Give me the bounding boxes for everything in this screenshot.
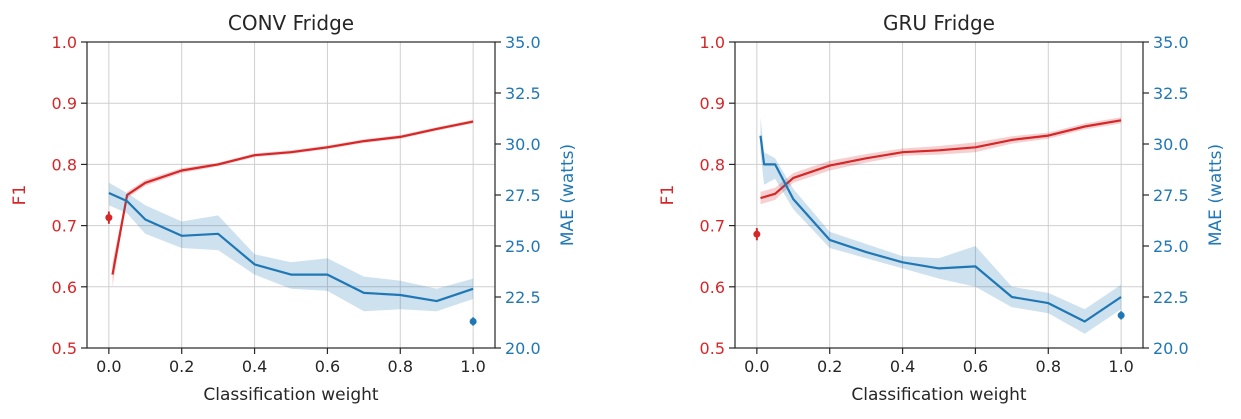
x-tick-label: 0.4 [890, 357, 915, 376]
f1-confidence-band [760, 117, 1122, 205]
x-tick-label: 1.0 [1108, 357, 1133, 376]
x-tick-label: 0.0 [744, 357, 769, 376]
y-left-tick-label: 0.7 [52, 217, 77, 236]
y-right-tick-label: 20.0 [505, 339, 541, 358]
chart-title: CONV Fridge [228, 11, 354, 35]
x-axis-label: Classification weight [203, 385, 379, 405]
y-left-tick-label: 0.6 [700, 278, 725, 297]
x-tick-label: 1.0 [460, 357, 485, 376]
y-left-tick-label: 1.0 [700, 33, 725, 52]
y-left-axis-label: F1 [658, 185, 678, 206]
y-right-tick-label: 20.0 [1153, 339, 1189, 358]
y-right-tick-label: 22.5 [1153, 288, 1189, 307]
y-right-tick-label: 32.5 [505, 84, 541, 103]
y-left-tick-label: 0.9 [700, 94, 725, 113]
y-left-tick-label: 0.8 [52, 155, 77, 174]
y-left-tick-label: 0.5 [700, 339, 725, 358]
x-tick-label: 0.8 [388, 357, 413, 376]
f1-series-line [111, 120, 474, 275]
y-right-tick-label: 30.0 [1153, 135, 1189, 154]
f1-point [105, 214, 113, 222]
x-tick-label: 0.0 [96, 357, 121, 376]
f1-confidence-band [112, 119, 474, 287]
x-tick-label: 0.4 [242, 357, 267, 376]
y-left-tick-label: 0.7 [700, 217, 725, 236]
f1-point [753, 230, 761, 238]
mae-series-line [759, 135, 1122, 323]
y-right-tick-label: 27.5 [1153, 186, 1189, 205]
y-left-axis-label: F1 [10, 185, 30, 206]
y-left-tick-label: 1.0 [52, 33, 77, 52]
x-tick-label: 0.2 [169, 357, 194, 376]
y-left-tick-label: 0.5 [52, 339, 77, 358]
y-right-tick-label: 22.5 [505, 288, 541, 307]
x-tick-label: 0.6 [963, 357, 988, 376]
y-right-axis-label: MAE (watts) [1206, 144, 1226, 246]
y-left-tick-label: 0.9 [52, 94, 77, 113]
mae-confidence-band [108, 182, 474, 312]
y-right-tick-label: 30.0 [505, 135, 541, 154]
x-tick-label: 0.2 [817, 357, 842, 376]
mae-series-line [108, 191, 474, 303]
y-left-tick-label: 0.6 [52, 278, 77, 297]
chart-panel-2: 0.0 0.2 0.4 0.6 0.8 1.0 0.5 0.6 0.7 0.8 0.9 1.0 20.0… [658, 11, 1226, 405]
y-right-axis-label: MAE (watts) [558, 144, 578, 246]
x-tick-label: 0.6 [315, 357, 340, 376]
mae-point [469, 317, 477, 325]
x-tick-label: 0.8 [1036, 357, 1061, 376]
y-right-tick-label: 27.5 [505, 186, 541, 205]
y-right-tick-label: 35.0 [505, 33, 541, 52]
f1-series-line [760, 119, 1122, 200]
chart-title: GRU Fridge [883, 11, 995, 35]
y-right-tick-label: 35.0 [1153, 33, 1189, 52]
y-right-tick-label: 32.5 [1153, 84, 1189, 103]
chart-panel-1: 0.0 0.2 0.4 0.6 0.8 1.0 0.5 0.6 0.7 0.8 0.9 1.0 20.0… [10, 11, 578, 405]
y-left-tick-label: 0.8 [700, 155, 725, 174]
y-right-tick-label: 25.0 [505, 237, 541, 256]
x-axis-label: Classification weight [851, 385, 1027, 405]
y-right-tick-label: 25.0 [1153, 237, 1189, 256]
mae-point [1117, 311, 1125, 319]
mae-confidence-band [760, 117, 1122, 334]
